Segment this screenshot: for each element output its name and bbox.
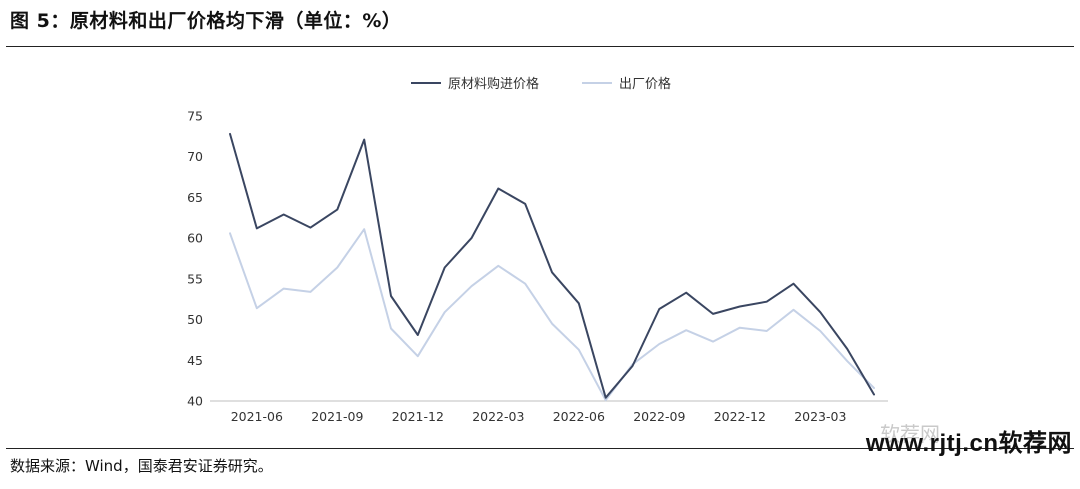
x-tick-label: 2022-03	[472, 409, 524, 424]
y-tick-label: 60	[187, 231, 203, 246]
bottom-rule	[6, 448, 1074, 449]
y-tick-label: 40	[187, 394, 203, 409]
top-rule	[6, 46, 1074, 47]
watermark: www.rjtj.cn软荐网	[865, 430, 1072, 457]
y-tick-label: 75	[187, 109, 203, 124]
x-tick-label: 2022-06	[553, 409, 605, 424]
chart-series	[229, 132, 875, 402]
x-tick-label: 2023-03	[794, 409, 846, 424]
series-line	[229, 132, 875, 399]
y-tick-label: 55	[187, 271, 203, 286]
x-tick-label: 2022-12	[714, 409, 766, 424]
figure-title: 图 5：原材料和出厂价格均下滑（单位：%）	[10, 10, 402, 32]
y-tick-label: 70	[187, 149, 203, 164]
x-tick-label: 2021-09	[311, 409, 363, 424]
legend-label: 出厂价格	[619, 76, 671, 92]
watermark-faint: 软荐网	[880, 422, 940, 446]
source-note: 数据来源：Wind，国泰君安证券研究。	[10, 457, 273, 475]
chart-legend: 原材料购进价格 出厂价格	[411, 76, 671, 92]
x-tick-label: 2021-06	[231, 409, 283, 424]
x-tick-label: 2022-09	[633, 409, 685, 424]
y-tick-label: 50	[187, 312, 203, 327]
legend-label: 原材料购进价格	[448, 76, 539, 92]
series-line	[229, 228, 875, 402]
x-tick-label: 2021-12	[392, 409, 444, 424]
y-tick-label: 65	[187, 190, 203, 205]
chart-axes: 40 45 50 55 60 65 70 75 2021-06 2021-09 2021-12 202…	[187, 109, 888, 424]
y-tick-label: 45	[187, 353, 203, 368]
